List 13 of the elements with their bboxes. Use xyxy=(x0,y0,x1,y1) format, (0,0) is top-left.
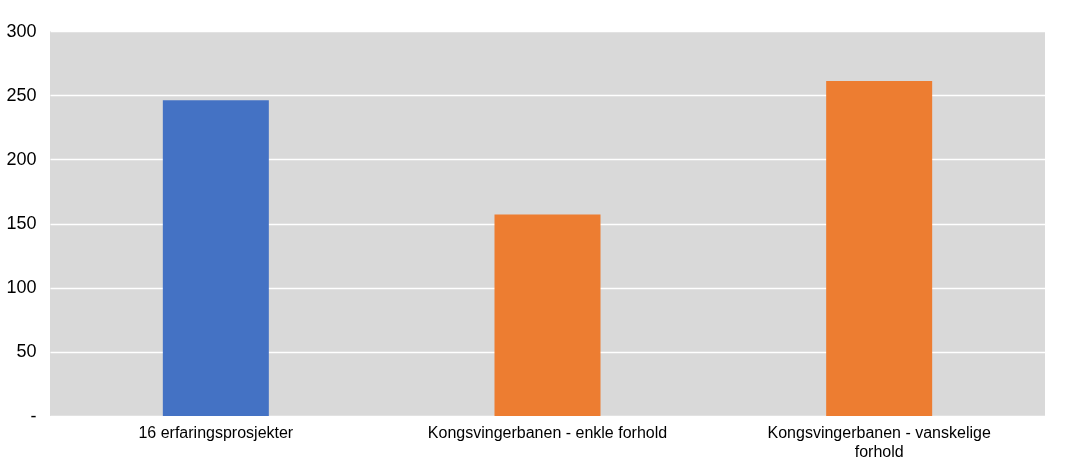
x-tick-label: 16 erfaringsprosjekter xyxy=(138,423,294,441)
x-tick-label: Kongsvingerbanen - vanskelige forhold xyxy=(767,423,991,460)
y-tick-label: - xyxy=(30,405,37,426)
y-tick-label: 300 xyxy=(6,20,37,41)
bar xyxy=(826,81,933,416)
y-tick-label: 250 xyxy=(6,84,37,105)
y-tick-label: 50 xyxy=(16,341,37,362)
y-tick-label: 100 xyxy=(6,277,37,298)
x-tick-label: Kongsvingerbanen - enkle forhold xyxy=(427,423,668,441)
y-tick-label: 150 xyxy=(6,213,37,233)
bar xyxy=(162,100,269,416)
y-tick-label: 200 xyxy=(6,148,37,169)
bar xyxy=(494,214,601,416)
